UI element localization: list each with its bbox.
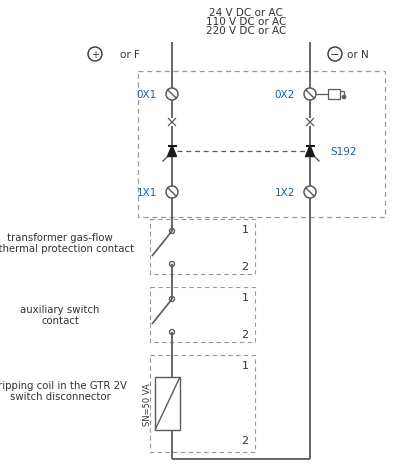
Text: 0X2: 0X2 bbox=[275, 90, 295, 100]
Text: 1: 1 bbox=[242, 292, 248, 302]
Bar bbox=[150, 355, 255, 452]
Text: 24 V DC or AC: 24 V DC or AC bbox=[209, 8, 283, 18]
Bar bbox=[328, 90, 340, 100]
Text: SN=50 VA: SN=50 VA bbox=[142, 382, 152, 425]
Text: 1: 1 bbox=[242, 225, 248, 235]
Polygon shape bbox=[168, 146, 176, 157]
Text: 110 V DC or AC: 110 V DC or AC bbox=[206, 17, 286, 27]
Text: or N: or N bbox=[347, 50, 369, 60]
Circle shape bbox=[342, 96, 346, 100]
Text: transformer gas-flow: transformer gas-flow bbox=[7, 232, 113, 242]
Text: −: − bbox=[330, 50, 340, 60]
Text: contact: contact bbox=[41, 315, 79, 325]
Text: 220 V DC or AC: 220 V DC or AC bbox=[206, 26, 286, 36]
Bar bbox=[138, 72, 385, 218]
Text: tripping coil in the GTR 2V: tripping coil in the GTR 2V bbox=[0, 380, 126, 390]
Text: auxiliary switch: auxiliary switch bbox=[20, 304, 100, 314]
Polygon shape bbox=[306, 146, 314, 157]
Text: or F: or F bbox=[120, 50, 140, 60]
Text: 1: 1 bbox=[242, 360, 248, 370]
Text: 2: 2 bbox=[242, 329, 248, 339]
Text: 2: 2 bbox=[242, 261, 248, 271]
Text: +: + bbox=[91, 50, 99, 60]
Text: 0X1: 0X1 bbox=[137, 90, 157, 100]
Bar bbox=[155, 377, 180, 430]
Text: 1X2: 1X2 bbox=[275, 188, 295, 198]
Bar bbox=[150, 219, 255, 275]
Text: S192: S192 bbox=[330, 147, 356, 157]
Text: switch disconnector: switch disconnector bbox=[10, 391, 110, 401]
Bar bbox=[150, 288, 255, 342]
Text: 1X1: 1X1 bbox=[137, 188, 157, 198]
Text: 2: 2 bbox=[242, 435, 248, 445]
Text: or thermal protection contact: or thermal protection contact bbox=[0, 244, 134, 253]
